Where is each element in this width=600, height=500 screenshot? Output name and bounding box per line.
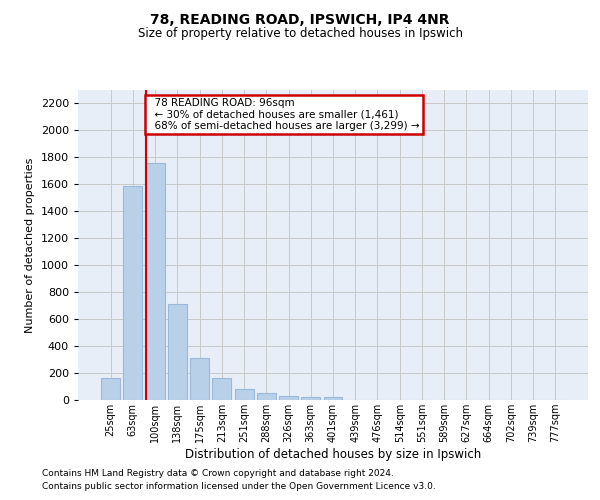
Bar: [301, 397, 320, 400]
X-axis label: Distribution of detached houses by size in Ipswich: Distribution of detached houses by size …: [185, 448, 481, 461]
Bar: [323, 397, 343, 400]
Bar: [124, 186, 142, 400]
Bar: [190, 358, 209, 400]
Bar: [279, 396, 298, 400]
Bar: [212, 378, 231, 400]
Text: 78 READING ROAD: 96sqm
  ← 30% of detached houses are smaller (1,461)
  68% of s: 78 READING ROAD: 96sqm ← 30% of detached…: [148, 98, 419, 132]
Bar: [257, 392, 276, 400]
Bar: [101, 378, 120, 400]
Y-axis label: Number of detached properties: Number of detached properties: [25, 158, 35, 332]
Bar: [235, 388, 254, 400]
Bar: [168, 304, 187, 400]
Bar: [146, 163, 164, 400]
Text: Contains HM Land Registry data © Crown copyright and database right 2024.: Contains HM Land Registry data © Crown c…: [42, 468, 394, 477]
Text: Contains public sector information licensed under the Open Government Licence v3: Contains public sector information licen…: [42, 482, 436, 491]
Text: 78, READING ROAD, IPSWICH, IP4 4NR: 78, READING ROAD, IPSWICH, IP4 4NR: [150, 12, 450, 26]
Text: Size of property relative to detached houses in Ipswich: Size of property relative to detached ho…: [137, 28, 463, 40]
